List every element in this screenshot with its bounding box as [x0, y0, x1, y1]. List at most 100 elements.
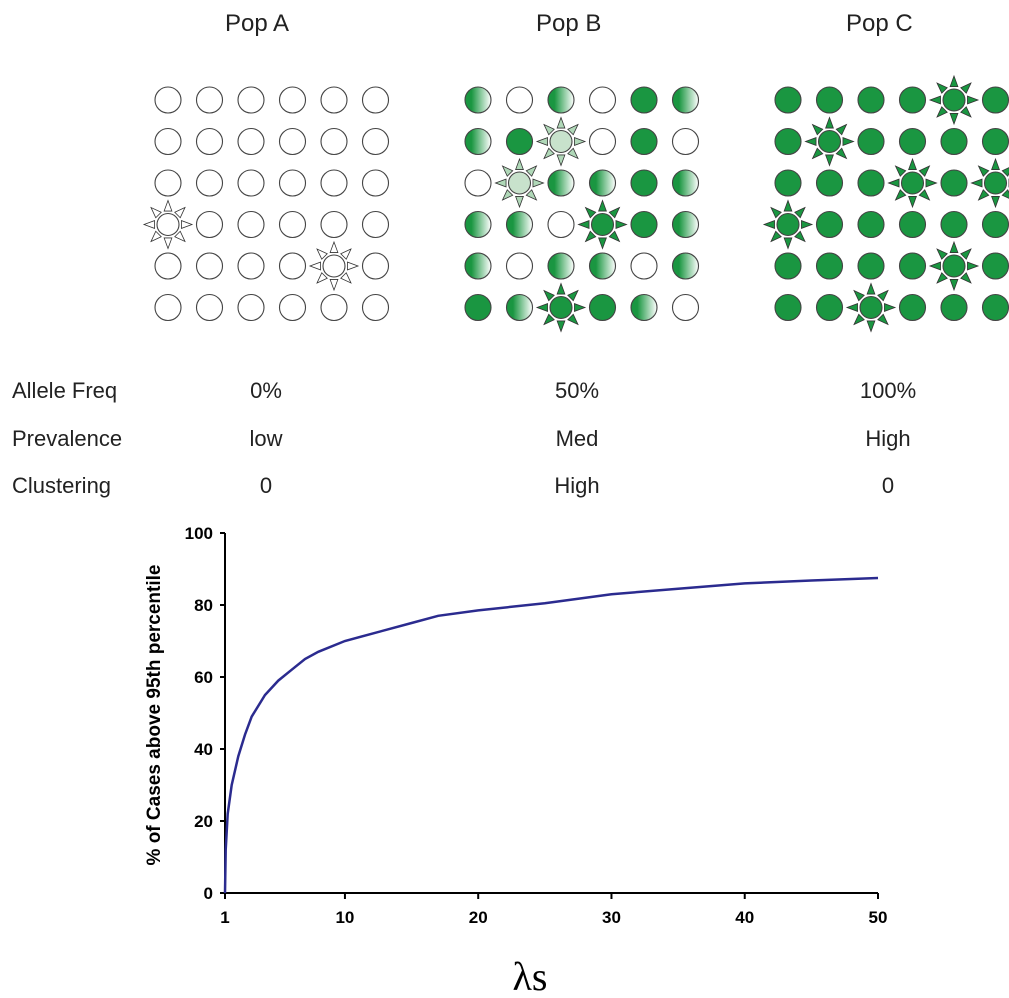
pop-a-prevalence: low: [249, 426, 283, 451]
individual-circle: [278, 293, 307, 322]
pop-c-clustering: 0: [881, 473, 895, 498]
individual-circle: [774, 86, 802, 114]
individual-circle: [278, 169, 307, 197]
pop-a-clustering: 0: [259, 473, 273, 498]
individual-circle: [774, 252, 802, 280]
y-tick-label: 40: [194, 740, 213, 759]
individual-circle: [671, 293, 700, 322]
affected-individual-circle: [942, 254, 966, 278]
individual-circle: [981, 127, 1009, 156]
affected-individual-circle: [507, 171, 532, 195]
y-tick-label: 80: [194, 596, 213, 615]
individual-circle: [940, 210, 968, 239]
individual-circle: [630, 86, 658, 114]
individual-circle: [278, 210, 307, 239]
individual-circle: [154, 86, 182, 114]
affected-individual-circle: [549, 295, 573, 320]
individual-circle: [815, 86, 844, 114]
individual-circle: [815, 169, 844, 197]
individual-circle: [981, 86, 1009, 114]
y-axis-label: % of Cases above 95th percentile: [144, 565, 165, 866]
individual-circle: [898, 210, 927, 239]
x-tick-label: 50: [869, 908, 888, 927]
individual-circle: [154, 169, 182, 197]
affected-individual-circle: [776, 212, 800, 237]
individual-circle: [154, 252, 182, 280]
individual-circle: [320, 86, 348, 114]
individual-circle: [195, 293, 224, 322]
affected-burst-icon: [535, 116, 587, 167]
affected-burst-icon: [762, 199, 814, 250]
individual-circle: [815, 210, 844, 239]
individual-circle: [320, 127, 348, 156]
individual-circle: [671, 252, 700, 280]
x-tick-label: 10: [335, 908, 354, 927]
individual-circle: [361, 127, 390, 156]
individual-circle: [361, 293, 390, 322]
individual-circle: [815, 293, 844, 322]
pop-c-allele-freq: 100%: [859, 378, 917, 403]
affected-individual-circle: [590, 212, 615, 237]
individual-circle: [237, 169, 265, 197]
individual-circle: [671, 86, 700, 114]
individual-circle: [464, 252, 492, 280]
individual-circle: [630, 252, 658, 280]
individual-circle: [547, 169, 575, 197]
individual-circle: [505, 86, 534, 114]
individual-circle: [588, 252, 617, 280]
affected-individual-circle: [549, 129, 573, 154]
individual-circle: [630, 127, 658, 156]
affected-individual-circle: [817, 129, 842, 154]
individual-circle: [154, 293, 182, 322]
individual-circle: [981, 293, 1009, 322]
individual-circle: [547, 210, 575, 239]
individual-circle: [857, 169, 885, 197]
individual-circle: [774, 169, 802, 197]
individual-circle: [671, 210, 700, 239]
affected-burst-icon: [494, 157, 545, 209]
individual-circle: [154, 127, 182, 156]
individual-circle: [464, 293, 492, 322]
individual-circle: [630, 210, 658, 239]
individual-circle: [940, 127, 968, 156]
individual-circle: [278, 127, 307, 156]
affected-individual-circle: [900, 171, 925, 195]
individual-circle: [981, 252, 1009, 280]
pop-c-prevalence: High: [865, 426, 911, 451]
y-tick-label: 20: [194, 812, 213, 831]
individual-circle: [195, 252, 224, 280]
affected-burst-icon: [308, 240, 360, 292]
individual-circle: [588, 169, 617, 197]
affected-individual-circle: [983, 171, 1008, 195]
x-axis-label: λs: [513, 954, 548, 998]
x-tick-label: 30: [602, 908, 621, 927]
individual-circle: [320, 293, 348, 322]
individual-circle: [774, 127, 802, 156]
clustering-label: Clustering: [12, 473, 112, 498]
individual-circle: [278, 252, 307, 280]
affected-burst-icon: [535, 282, 587, 333]
individual-circle: [588, 86, 617, 114]
individual-circle: [320, 169, 348, 197]
individual-circle: [237, 210, 265, 239]
individual-circle: [195, 210, 224, 239]
individual-circle: [237, 252, 265, 280]
individual-circle: [981, 210, 1009, 239]
affected-burst-icon: [928, 240, 980, 292]
individual-circle: [774, 293, 802, 322]
affected-individual-circle: [322, 254, 346, 278]
individual-circle: [464, 210, 492, 239]
chart-ticks: 0 20 40 60 80 100 1 10 20 30 40 50: [185, 524, 888, 927]
individual-circle: [320, 210, 348, 239]
individual-circle: [671, 127, 700, 156]
y-tick-label: 60: [194, 668, 213, 687]
affected-burst-icon: [142, 199, 194, 250]
individual-circle: [630, 169, 658, 197]
individual-circle: [237, 293, 265, 322]
individual-circle: [898, 127, 927, 156]
individual-circle: [237, 86, 265, 114]
individual-circle: [630, 293, 658, 322]
individual-circle: [940, 169, 968, 197]
individual-circle: [195, 169, 224, 197]
affected-burst-icon: [928, 74, 980, 126]
